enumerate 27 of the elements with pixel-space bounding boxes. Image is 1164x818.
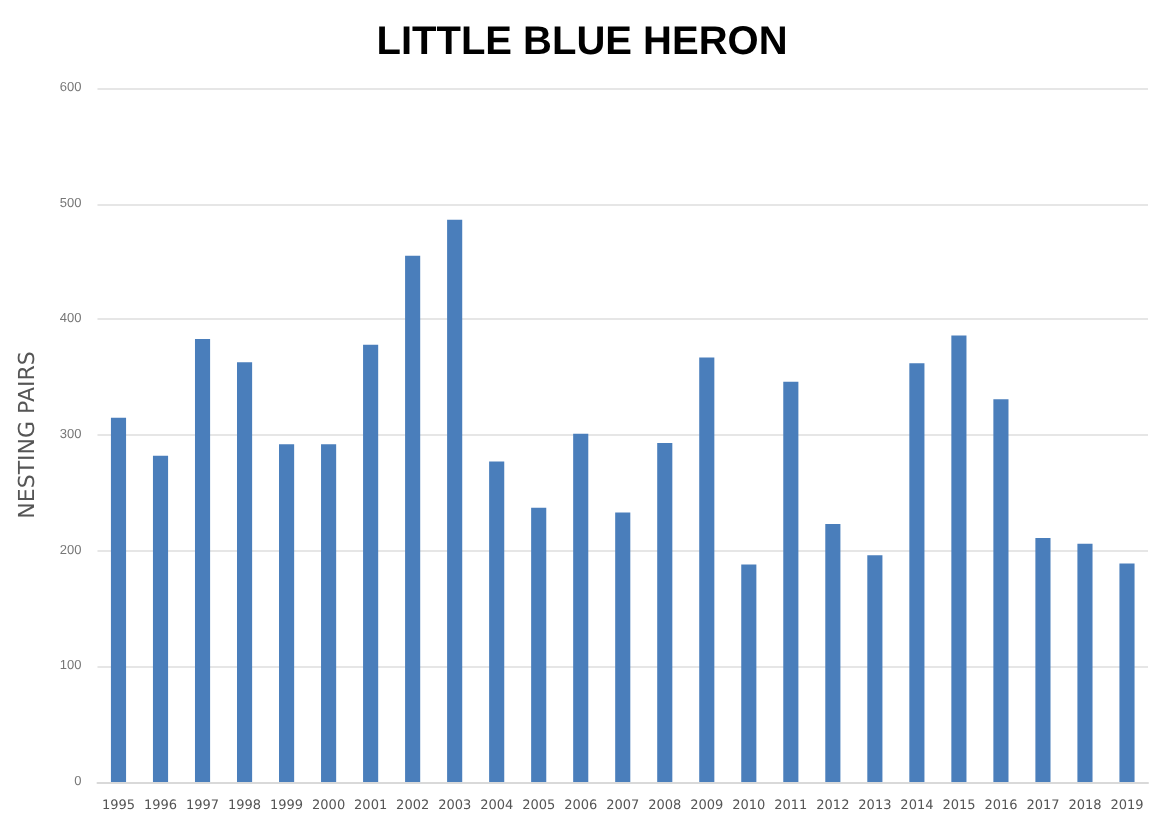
- bar: [237, 362, 253, 782]
- bar: [194, 339, 211, 782]
- bar: [405, 255, 421, 782]
- bar: [1035, 537, 1051, 782]
- bar: [1077, 543, 1093, 782]
- bar: [993, 399, 1009, 782]
- bar: [573, 433, 589, 782]
- bar: [110, 417, 127, 782]
- bar: [741, 564, 757, 782]
- bar: [825, 524, 841, 782]
- bar: [909, 363, 925, 782]
- bar: [321, 444, 337, 782]
- bar: [279, 444, 295, 782]
- bar: [867, 555, 883, 782]
- bar: [447, 219, 463, 782]
- bar: [951, 335, 967, 782]
- bar: [489, 461, 505, 782]
- bar: [1119, 563, 1135, 782]
- bar: [657, 443, 673, 782]
- bar: [531, 507, 547, 782]
- chart-title: LITTLE BLUE HERON: [376, 20, 788, 64]
- bar: [783, 381, 799, 782]
- bar: [152, 455, 169, 782]
- bar: [363, 344, 379, 782]
- bar: [615, 512, 631, 782]
- y-axis-title: NESTING PAIRS: [14, 351, 40, 519]
- bar: [699, 357, 715, 782]
